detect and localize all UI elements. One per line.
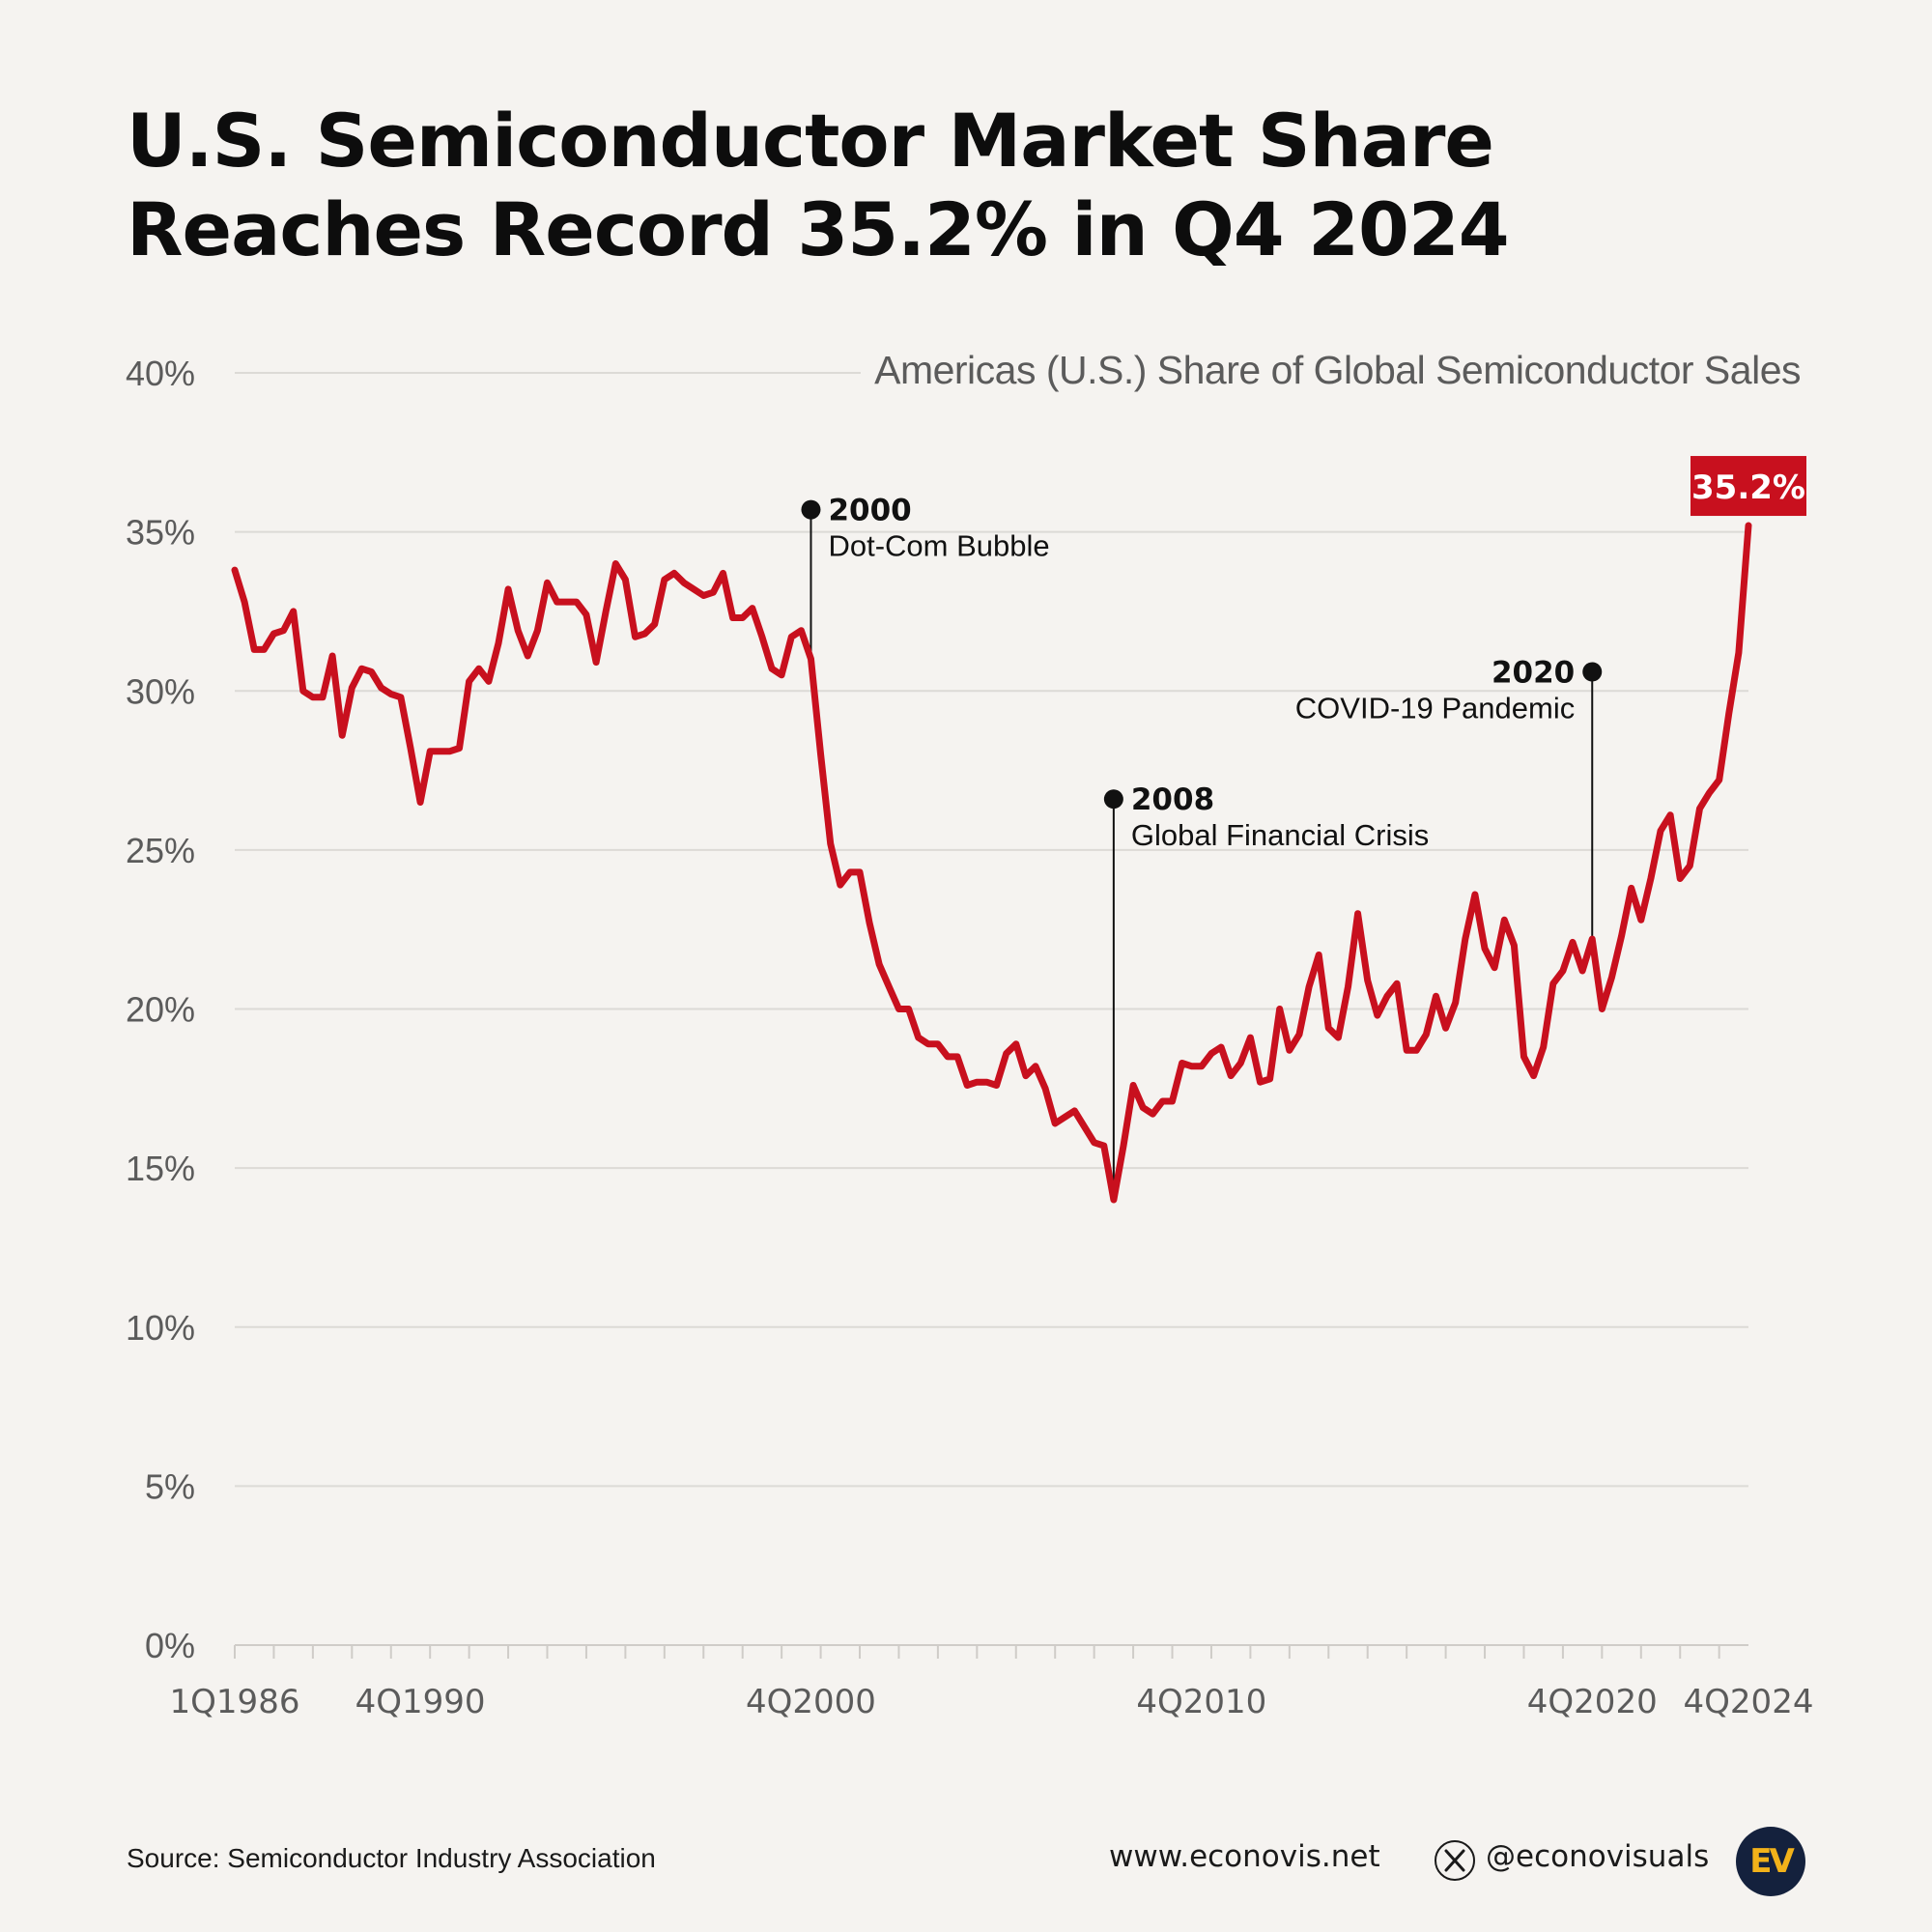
x-tick-label: 4Q2000 [746, 1683, 876, 1721]
annotation-text: Dot-Com Bubble [828, 529, 1049, 563]
y-tick-label: 40% [126, 354, 195, 393]
highlight-value: 35.2% [1691, 469, 1805, 507]
x-tick-label: 4Q2024 [1684, 1683, 1814, 1721]
x-logo-icon[interactable] [1434, 1839, 1476, 1882]
annotation-dot [1582, 662, 1603, 682]
annotation-year: 2000 [828, 494, 911, 528]
y-tick-label: 10% [126, 1308, 195, 1348]
title-line-1: U.S. Semiconductor Market Share [127, 98, 1494, 184]
y-tick-label: 5% [145, 1466, 195, 1506]
annotation-text: Global Financial Crisis [1131, 818, 1429, 852]
annotation-dot [1103, 789, 1123, 810]
highlight-label: 35.2% [1690, 456, 1806, 517]
annotation-text: COVID-19 Pandemic [1295, 691, 1575, 724]
y-tick-label: 35% [126, 513, 195, 553]
source-note: Source: Semiconductor Industry Associati… [127, 1843, 656, 1873]
x-tick-label: 4Q1990 [355, 1683, 486, 1721]
y-tick-label: 30% [126, 671, 195, 711]
chart-title: U.S. Semiconductor Market Share Reaches … [127, 97, 1827, 274]
x-tick-label: 4Q2010 [1136, 1683, 1266, 1721]
annotation-dot [801, 499, 821, 520]
series-line [231, 522, 1752, 1204]
x-axis: 1Q1986 4Q1990 4Q2000 4Q2010 4Q2020 4Q2024 [170, 1644, 1814, 1721]
y-tick-label: 0% [145, 1626, 195, 1665]
annotation-year: 2020 [1492, 655, 1575, 690]
social-handle[interactable]: @econovisuals [1486, 1839, 1710, 1874]
line-chart: 0% 5% 10% 15% 20% 25% 30% 35% 40% 1Q1986 4Q1990 4Q… [126, 354, 1814, 1721]
y-tick-label: 20% [126, 990, 195, 1030]
y-tick-label: 25% [126, 831, 195, 870]
chart-subtitle: Americas (U.S.) Share of Global Semicond… [861, 348, 1801, 393]
title-line-2: Reaches Record 35.2% in Q4 2024 [127, 186, 1510, 272]
highlight-box [1690, 456, 1806, 517]
y-axis-labels: 0% 5% 10% 15% 20% 25% 30% 35% 40% [126, 354, 195, 1665]
annotation-year: 2008 [1131, 782, 1214, 817]
econovis-logo: EV [1736, 1827, 1805, 1896]
website-link[interactable]: www.econovis.net [1109, 1839, 1380, 1874]
x-tick-label: 4Q2020 [1527, 1683, 1658, 1721]
x-tick-label: 1Q1986 [170, 1683, 300, 1721]
y-tick-label: 15% [126, 1149, 195, 1188]
